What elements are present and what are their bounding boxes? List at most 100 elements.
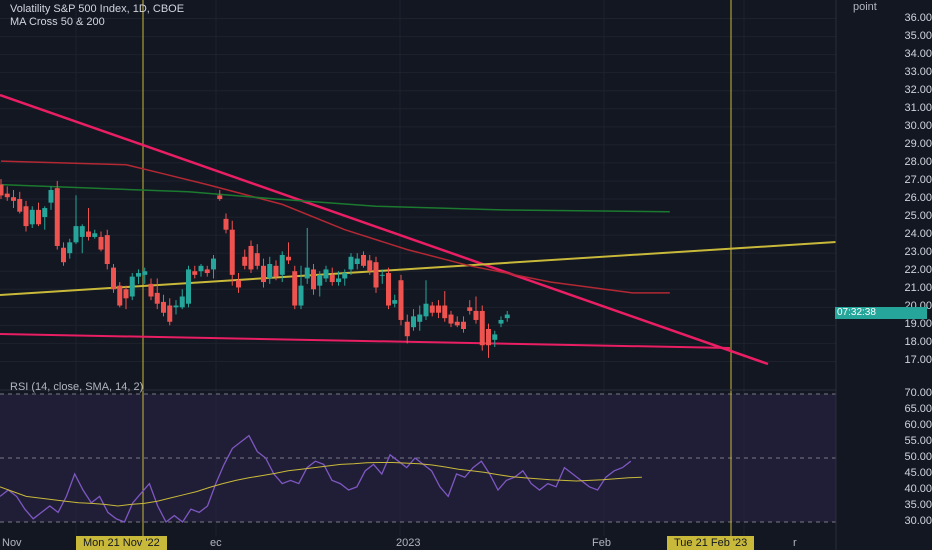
candle[interactable] [111,264,116,293]
candle[interactable] [273,260,279,281]
candle-body [273,265,279,277]
candle[interactable] [0,179,4,200]
support-trendline[interactable] [0,333,731,349]
candle[interactable] [323,265,329,283]
candle[interactable] [67,238,73,259]
price-tick-label: 17.00 [904,354,932,367]
candle[interactable] [36,202,41,227]
candle[interactable] [423,280,429,320]
rsi-legend[interactable]: RSI (14, close, SMA, 14, 2) [10,381,144,393]
candle-body [317,274,323,286]
candle[interactable] [86,208,91,241]
candle[interactable] [192,265,198,279]
candle[interactable] [461,316,466,333]
candle[interactable] [498,316,504,328]
candle[interactable] [23,200,29,232]
candle[interactable] [429,301,435,317]
candle[interactable] [367,254,373,275]
candle[interactable] [223,213,229,234]
ma-cross-legend[interactable]: MA Cross 50 & 200 [10,16,105,28]
candle[interactable] [448,310,454,328]
candle[interactable] [304,227,310,284]
candle[interactable] [386,267,391,310]
candle[interactable] [342,269,348,286]
candle[interactable] [154,278,160,310]
candle[interactable] [442,291,448,322]
candle[interactable] [198,264,204,277]
candle[interactable] [492,330,498,348]
candle[interactable] [217,190,223,201]
candle[interactable] [261,258,266,288]
candle[interactable] [148,278,154,301]
candle[interactable] [467,300,473,315]
candle[interactable] [167,298,173,326]
candle[interactable] [373,256,379,293]
candle[interactable] [329,267,335,286]
candle[interactable] [379,269,385,284]
rising-trendline[interactable] [0,241,837,296]
candle[interactable] [361,251,366,268]
candle[interactable] [348,253,354,275]
candle[interactable] [48,186,54,210]
candle[interactable] [161,294,166,317]
candle[interactable] [11,190,16,209]
candle[interactable] [129,273,135,301]
drawing-lines[interactable] [0,93,837,366]
candle[interactable] [417,305,423,331]
candle[interactable] [123,285,129,310]
candle[interactable] [117,282,123,308]
candle[interactable] [486,323,491,358]
candle[interactable] [473,296,479,324]
candle[interactable] [4,186,10,201]
candle[interactable] [317,271,323,297]
candle-body [467,307,473,311]
candle[interactable] [286,242,291,265]
candle[interactable] [398,274,404,326]
candle[interactable] [73,195,79,245]
candle-body [98,236,104,250]
candle[interactable] [92,229,98,239]
candle[interactable] [17,191,23,214]
candle[interactable] [54,180,60,250]
candle[interactable] [436,300,441,319]
candle[interactable] [136,269,141,284]
candle[interactable] [236,273,241,293]
candle[interactable] [79,224,85,254]
candle-body [479,310,485,346]
candle[interactable] [61,242,66,266]
candle[interactable] [248,240,254,274]
candle[interactable] [229,220,235,286]
candle[interactable] [292,265,298,310]
candle[interactable] [454,316,460,328]
candle[interactable] [42,206,48,230]
candle-body [323,269,329,279]
candle[interactable] [179,289,185,310]
candle[interactable] [404,314,410,344]
candle[interactable] [211,254,216,279]
candle-body [292,271,298,306]
candle[interactable] [354,253,360,270]
candle[interactable] [242,249,248,270]
candle[interactable] [186,265,191,308]
candle[interactable] [298,265,304,310]
candle[interactable] [104,229,110,270]
candle[interactable] [204,265,210,277]
candle[interactable] [173,300,179,315]
descending-trendline[interactable] [0,93,769,366]
candle[interactable] [336,271,341,286]
candle[interactable] [479,305,485,351]
candle[interactable] [29,206,35,228]
candle[interactable] [504,310,510,322]
candle[interactable] [311,264,316,295]
candle[interactable] [279,251,285,283]
candle[interactable] [267,256,273,284]
candle[interactable] [98,231,104,252]
candlestick-series[interactable] [0,179,510,358]
candle[interactable] [392,294,398,308]
candle[interactable] [254,244,260,270]
symbol-legend[interactable]: Volatility S&P 500 Index, 1D, CBOE [10,3,185,15]
candle[interactable] [142,267,148,284]
candle-body [154,292,160,304]
candle[interactable] [411,309,416,331]
